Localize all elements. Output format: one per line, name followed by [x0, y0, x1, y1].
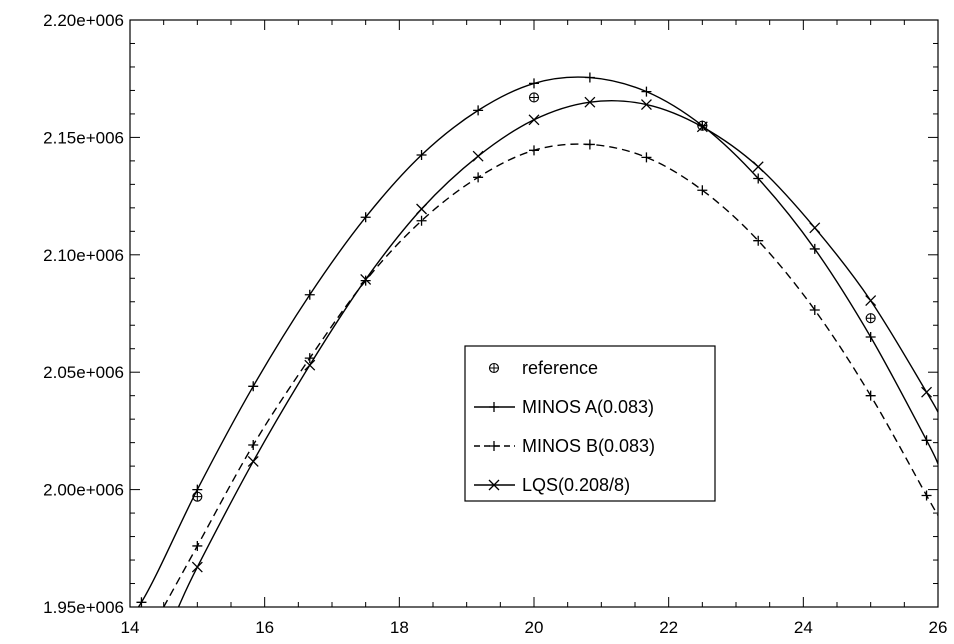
lqs-marker: [584, 96, 596, 108]
minos-a-marker: [697, 120, 708, 131]
legend-reference-marker: [488, 362, 500, 374]
minos-a-marker: [584, 72, 595, 83]
lqs-marker: [528, 114, 540, 126]
y-tick-label: 2.20e+006: [43, 11, 124, 30]
minos-b-marker: [753, 235, 764, 246]
minos-a-marker: [921, 435, 932, 446]
y-tick-label: 1.95e+006: [43, 598, 124, 617]
y-tick-label: 2.15e+006: [43, 128, 124, 147]
minos-a-marker: [809, 243, 820, 254]
minos-a-marker: [192, 484, 203, 495]
lqs-marker: [865, 295, 877, 307]
minos-b-marker: [529, 145, 539, 156]
reference-marker-cross: [529, 92, 539, 102]
minos-b-marker: [584, 139, 595, 150]
minos-b-marker: [360, 275, 371, 286]
lqs-marker: [752, 161, 764, 173]
reference-marker-cross: [866, 313, 876, 323]
minos-a-marker: [865, 331, 876, 342]
x-tick-label: 14: [121, 618, 140, 637]
x-tick-label: 16: [255, 618, 274, 637]
x-tick-label: 18: [390, 618, 409, 637]
minos-a-marker: [248, 381, 259, 392]
legend-lqs-label: LQS(0.208/8): [522, 475, 630, 495]
y-tick-label: 2.10e+006: [43, 246, 124, 265]
lqs-marker: [696, 121, 708, 133]
lqs-marker: [360, 273, 372, 285]
minos-b-marker: [192, 540, 203, 551]
legend-lqs-marker: [488, 479, 500, 491]
y-tick-label: 2.05e+006: [43, 363, 124, 382]
minos-a-marker: [416, 150, 427, 161]
legend: reference MINOS A(0.083) MINOS B(0.083) LQS…: [464, 345, 716, 502]
legend-minos-a-marker: [489, 402, 499, 412]
legend-minos-b-label: MINOS B(0.083): [522, 436, 655, 456]
lqs-line: [177, 100, 938, 607]
reference-marker-cross: [489, 363, 499, 373]
reference-marker: [528, 92, 540, 103]
lqs-marker: [640, 99, 652, 110]
minos-b-line: [163, 143, 938, 607]
minos-b-marker: [248, 439, 259, 450]
lqs-marker: [809, 222, 821, 234]
lqs-marker: [247, 455, 259, 467]
legend-reference-label: reference: [522, 358, 598, 378]
minos-a-marker: [136, 597, 147, 607]
x-tick-label: 20: [525, 618, 544, 637]
legend-minos-a-label: MINOS A(0.083): [522, 397, 654, 417]
minos-b-marker: [416, 215, 427, 226]
minos-b-marker: [809, 304, 820, 315]
legend-box: [464, 345, 716, 502]
lqs-marker: [472, 150, 484, 162]
minos-a-marker: [753, 173, 764, 184]
minos-b-marker: [921, 490, 932, 501]
lqs-marker: [304, 359, 316, 371]
minos-a-marker: [360, 212, 371, 223]
minos-b-marker: [641, 152, 652, 163]
minos-b-marker: [865, 390, 876, 401]
minos-a-marker: [304, 289, 315, 300]
minos-a-marker: [529, 78, 539, 89]
minos-b-marker: [304, 353, 315, 364]
minos-b-marker: [473, 172, 484, 183]
lqs-marker: [416, 203, 428, 215]
minos-a-line: [137, 76, 938, 607]
series-group: [137, 76, 938, 607]
minos-a-marker: [641, 86, 652, 97]
minos-b-marker: [697, 185, 708, 196]
lqs-marker: [921, 386, 933, 398]
y-tick-label: 2.00e+006: [43, 481, 124, 500]
x-tick-label: 22: [659, 618, 678, 637]
lqs-marker: [191, 561, 203, 573]
axes: 14 16 18 20 22 24 26 1.95e+006 2.00e+006 2.05e+00…: [43, 11, 947, 637]
x-tick-label: 26: [929, 618, 948, 637]
x-tick-label: 24: [794, 618, 813, 637]
legend-minos-b-marker: [489, 441, 499, 451]
marker-group: [136, 72, 933, 607]
minos-a-marker: [473, 105, 484, 116]
reference-marker: [865, 313, 876, 324]
